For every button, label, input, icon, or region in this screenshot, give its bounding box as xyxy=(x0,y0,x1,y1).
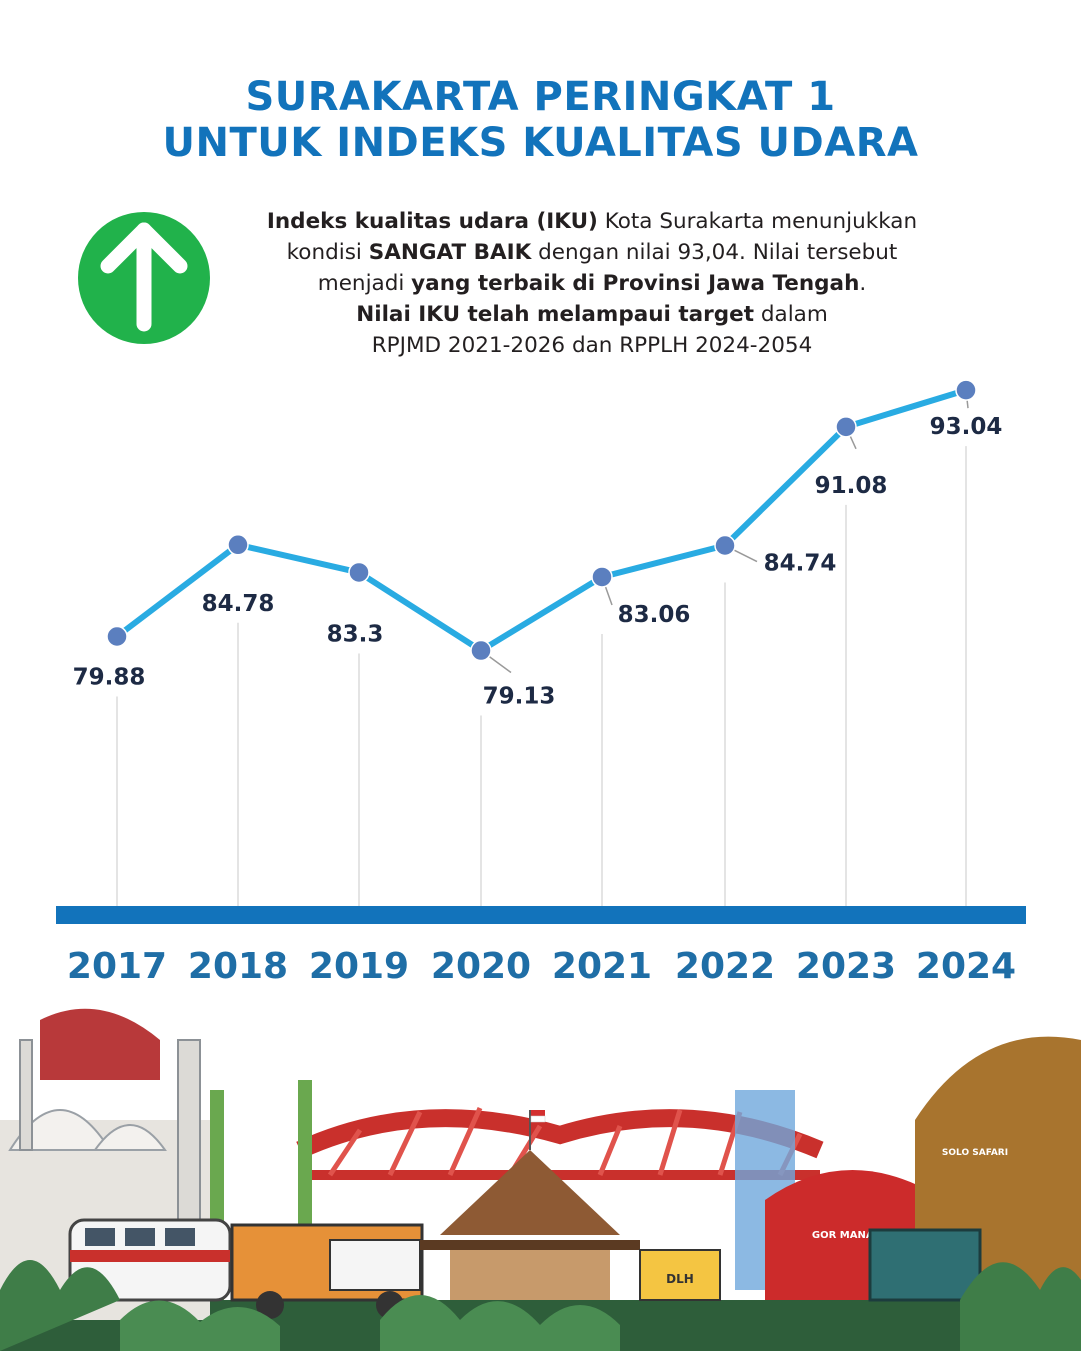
data-point xyxy=(227,534,249,556)
data-label: 83.3 xyxy=(327,621,384,647)
data-point xyxy=(470,639,492,662)
data-label: 79.88 xyxy=(73,665,146,691)
description-line-2: kondisi SANGAT BAIK dengan nilai 93,04. … xyxy=(212,237,972,268)
description-bold-1: Indeks kualitas udara (IKU) xyxy=(266,209,598,234)
description-bold-3: yang terbaik di Provinsi Jawa Tengah xyxy=(411,271,860,296)
stadium-sign: GOR MANAHAN xyxy=(812,1230,898,1241)
description-text-4: dalam xyxy=(754,302,828,327)
truck-illustration xyxy=(230,1223,424,1319)
cart-illustration: DLH xyxy=(639,1249,721,1301)
cart-sign: DLH xyxy=(666,1272,694,1286)
description-text-3a: menjadi xyxy=(317,271,412,296)
description-bold-4: Nilai IKU telah melampaui target xyxy=(356,302,755,327)
x-tick-label: 2022 xyxy=(675,946,775,987)
x-tick-label: 2018 xyxy=(188,946,288,987)
data-label: 84.74 xyxy=(764,551,837,577)
x-tick-label: 2017 xyxy=(67,946,167,987)
data-point xyxy=(714,534,736,557)
page-title: SURAKARTA PERINGKAT 1 UNTUK INDEKS KUALI… xyxy=(0,74,1081,166)
data-point xyxy=(591,566,613,588)
data-label: 83.06 xyxy=(618,602,691,628)
train-illustration xyxy=(68,1218,232,1302)
x-tick-label: 2019 xyxy=(309,946,409,987)
data-point xyxy=(955,379,977,401)
series-line xyxy=(114,387,969,654)
line-chart: 79.88 84.78 83.3 79.13 83.06 84.74 91.08 93.04 2… xyxy=(56,379,1026,987)
x-tick-label: 2021 xyxy=(552,946,652,987)
data-label: 84.78 xyxy=(202,591,275,617)
description-line-3: menjadi yang terbaik di Provinsi Jawa Te… xyxy=(212,268,972,299)
safari-sign: SOLO SAFARI xyxy=(942,1148,1008,1158)
description-line-5: RPJMD 2021-2026 dan RPPLH 2024-2054 xyxy=(371,333,813,358)
description-text-2b: dengan nilai 93,04. Nilai tersebut xyxy=(531,240,898,265)
title-line-2: UNTUK INDEKS KUALITAS UDARA xyxy=(162,120,919,166)
up-arrow-icon xyxy=(78,212,210,344)
x-axis-bar xyxy=(56,906,1026,924)
city-skyline-illustration: GOR MANAHAN SOLO SAFARI DLH xyxy=(0,1008,1081,1351)
data-label: 79.13 xyxy=(483,684,556,710)
description-text-2a: kondisi xyxy=(286,240,369,265)
description-bold-2: SANGAT BAIK xyxy=(368,240,532,265)
x-tick-label: 2023 xyxy=(796,946,896,987)
x-tick-label: 2020 xyxy=(431,946,531,987)
description-text-1: Kota Surakarta menunjukkan xyxy=(597,209,918,234)
title-line-1: SURAKARTA PERINGKAT 1 xyxy=(245,74,836,120)
data-point xyxy=(835,416,857,438)
description-text-3b: . xyxy=(859,271,867,296)
x-tick-label: 2024 xyxy=(916,946,1016,987)
data-point xyxy=(106,625,128,648)
description-line-4: Nilai IKU telah melampaui target dalam xyxy=(212,299,972,330)
data-label: 91.08 xyxy=(815,473,888,499)
data-point xyxy=(348,561,370,584)
data-label: 93.04 xyxy=(930,414,1003,440)
joglo-building-illustration xyxy=(420,1110,640,1300)
description-line-1: Indeks kualitas udara (IKU) Kota Surakar… xyxy=(212,206,972,237)
description: Indeks kualitas udara (IKU) Kota Surakar… xyxy=(212,206,972,361)
